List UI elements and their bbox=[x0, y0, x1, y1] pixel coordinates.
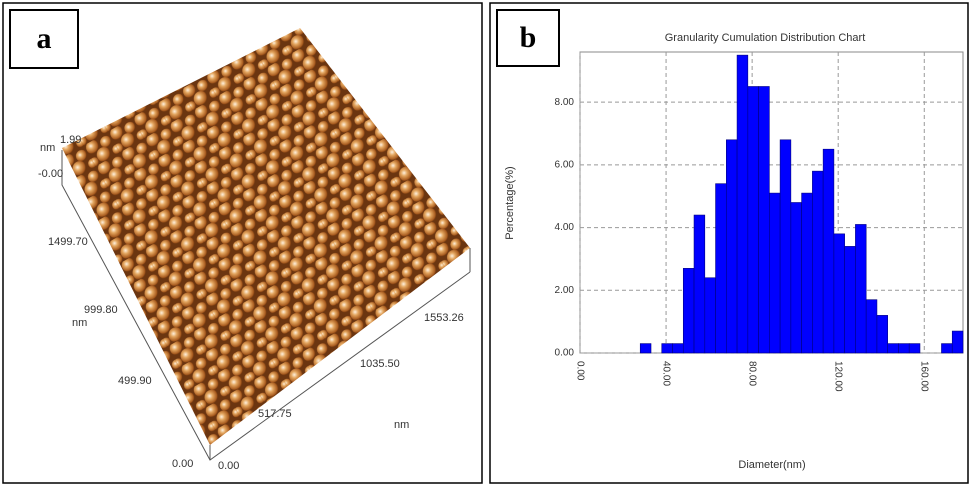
x-tick: 1553.26 bbox=[424, 312, 464, 324]
bar bbox=[747, 86, 759, 354]
bar bbox=[898, 343, 910, 354]
panel-label: a bbox=[37, 22, 52, 55]
bar bbox=[844, 246, 856, 354]
bar bbox=[779, 139, 792, 354]
bar bbox=[822, 148, 835, 354]
chart-title: Granularity Cumulation Distribution Char… bbox=[665, 32, 866, 44]
y-unit: nm bbox=[72, 317, 87, 329]
bar bbox=[790, 202, 802, 354]
panel-label-box bbox=[496, 9, 560, 67]
bar bbox=[812, 170, 824, 354]
bar bbox=[758, 86, 770, 354]
x-tick: 0.00 bbox=[218, 460, 239, 472]
bar bbox=[726, 139, 738, 354]
bar bbox=[801, 192, 813, 354]
bar bbox=[951, 330, 964, 354]
bar bbox=[941, 343, 953, 354]
bar bbox=[682, 268, 695, 354]
bar bbox=[865, 299, 878, 354]
bar bbox=[887, 343, 899, 354]
panel-label: b bbox=[520, 21, 537, 54]
y-tick: 1499.70 bbox=[48, 236, 88, 248]
bar bbox=[661, 343, 673, 354]
bar bbox=[876, 315, 888, 354]
z-max: 1.99 bbox=[60, 134, 81, 146]
bar bbox=[855, 224, 867, 354]
bar bbox=[833, 233, 845, 354]
y-tick-label: 4.00 bbox=[555, 222, 575, 233]
x-tick: 517.75 bbox=[258, 408, 292, 420]
y-tick-label: 0.00 bbox=[555, 348, 575, 359]
y-tick: 499.90 bbox=[118, 375, 152, 387]
afm-axes bbox=[61, 150, 471, 461]
x-tick-label: 0.00 bbox=[574, 361, 585, 381]
bar bbox=[736, 54, 749, 354]
panel-label-box bbox=[9, 9, 79, 69]
y-tick: 999.80 bbox=[84, 304, 118, 316]
bar bbox=[693, 214, 706, 354]
x-unit: nm bbox=[394, 419, 409, 431]
bar bbox=[672, 343, 684, 354]
y-tick-label: 2.00 bbox=[555, 285, 575, 296]
x-tick: 1035.50 bbox=[360, 358, 400, 370]
z-min: -0.00 bbox=[38, 168, 63, 180]
bar bbox=[908, 343, 921, 354]
x-tick-label: 160.00 bbox=[919, 361, 930, 392]
x-axis-label: Diameter(nm) bbox=[738, 459, 805, 471]
x-tick-label: 120.00 bbox=[833, 361, 844, 392]
bar bbox=[639, 343, 652, 354]
y-tick-label: 6.00 bbox=[555, 160, 575, 171]
bar bbox=[704, 277, 716, 354]
bar bbox=[769, 192, 781, 354]
bar bbox=[715, 183, 727, 354]
y-tick: 0.00 bbox=[172, 458, 193, 470]
y-axis-label: Percentage(%) bbox=[504, 166, 516, 239]
x-tick-label: 80.00 bbox=[746, 361, 757, 386]
z-unit: nm bbox=[40, 142, 55, 154]
y-tick-label: 8.00 bbox=[555, 97, 575, 108]
x-tick-label: 40.00 bbox=[660, 361, 671, 386]
afm-surface bbox=[62, 28, 470, 445]
